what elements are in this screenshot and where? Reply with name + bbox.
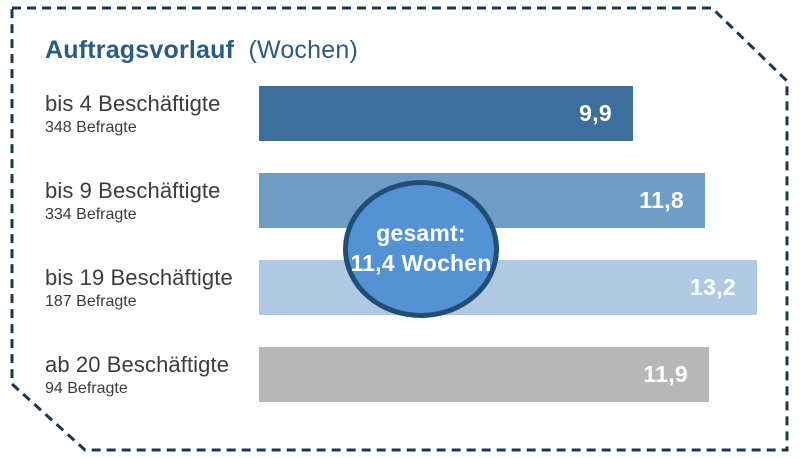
chart-title: Auftragsvorlauf (Wochen) [45, 36, 358, 65]
bar-value-label: 13,2 [690, 274, 736, 300]
bar-row-label: bis 19 Beschäftigte 187 Befragte [45, 264, 259, 311]
bar-value-label: 11,9 [643, 361, 688, 387]
category-label: bis 19 Beschäftigte [45, 265, 233, 291]
bar-value-label: 9,9 [579, 100, 612, 126]
bar-row-label: ab 20 Beschäftigte 94 Befragte [45, 351, 259, 398]
overall-value-badge: gesamt: 11,4 Wochen [343, 180, 499, 318]
overall-label: gesamt: [376, 220, 466, 247]
chart-title-suffix: (Wochen) [248, 36, 358, 64]
value-bar: 9,9 [259, 86, 633, 141]
chart-title-main: Auftragsvorlauf [45, 36, 235, 64]
category-label: ab 20 Beschäftigte [45, 352, 230, 378]
bar-row: ab 20 Beschäftigte 94 Befragte 11,9 [45, 347, 757, 402]
value-bar: 13,2 [259, 260, 757, 315]
bar-row: bis 19 Beschäftigte 187 Befragte 13,2 [45, 260, 757, 315]
bar-row: bis 4 Beschäftigte 348 Befragte 9,9 [45, 86, 757, 141]
overall-value: 11,4 Wochen [350, 250, 492, 276]
respondents-label: 334 Befragte [45, 205, 137, 223]
bar-row-label: bis 4 Beschäftigte 348 Befragte [45, 90, 259, 137]
respondents-label: 94 Befragte [45, 379, 128, 397]
bar-value-label: 11,8 [639, 187, 684, 213]
respondents-label: 187 Befragte [45, 292, 137, 310]
category-label: bis 9 Beschäftigte [45, 178, 221, 204]
category-label: bis 4 Beschäftigte [45, 91, 221, 117]
respondents-label: 348 Befragte [45, 118, 137, 136]
bar-row-label: bis 9 Beschäftigte 334 Befragte [45, 177, 259, 224]
value-bar: 11,9 [259, 347, 709, 402]
